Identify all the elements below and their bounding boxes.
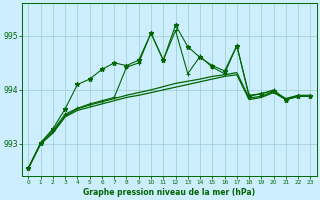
X-axis label: Graphe pression niveau de la mer (hPa): Graphe pression niveau de la mer (hPa) xyxy=(83,188,255,197)
